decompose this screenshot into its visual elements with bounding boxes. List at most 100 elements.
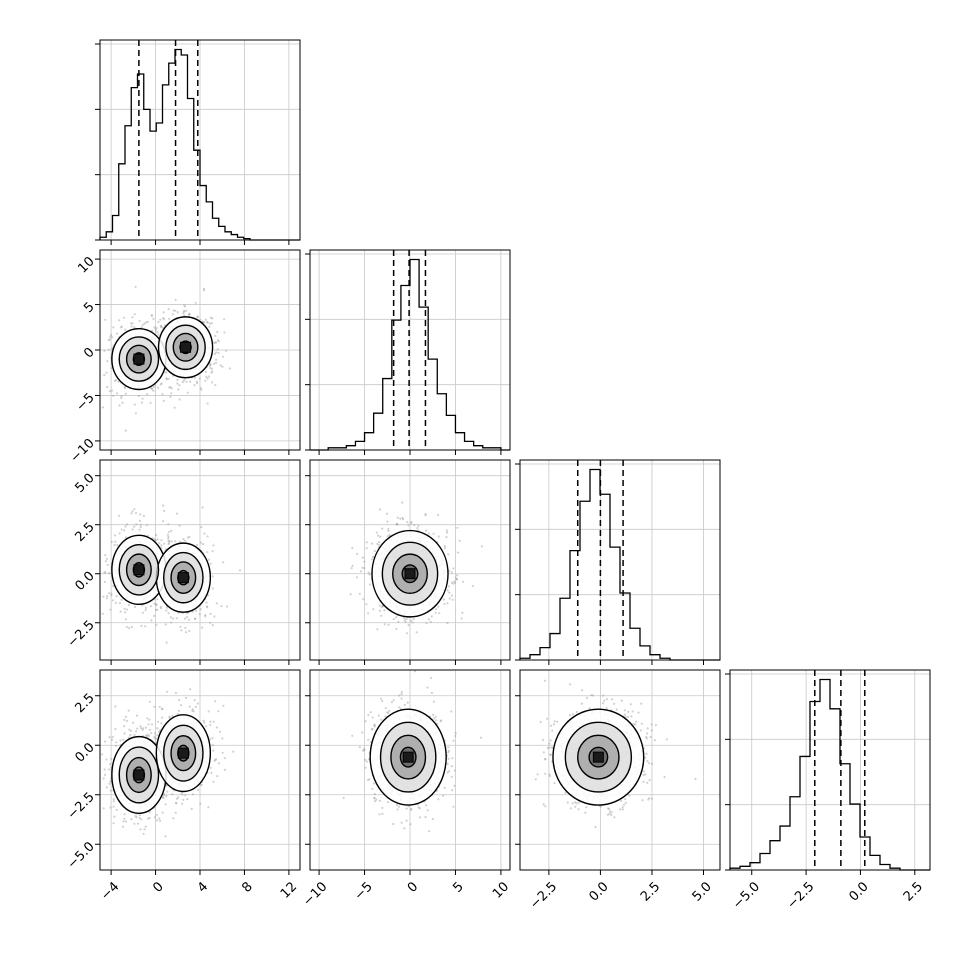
sample-point bbox=[139, 725, 142, 728]
sample-point bbox=[134, 285, 137, 288]
sample-point bbox=[403, 827, 406, 830]
sample-point bbox=[225, 605, 229, 608]
sample-point bbox=[195, 543, 199, 546]
sample-point bbox=[430, 691, 433, 695]
sample-point bbox=[133, 403, 136, 406]
sample-point bbox=[174, 811, 177, 814]
sample-point bbox=[107, 339, 110, 342]
sample-point bbox=[156, 734, 159, 737]
sample-point bbox=[383, 623, 386, 626]
sample-point bbox=[223, 331, 226, 334]
sample-point bbox=[160, 539, 163, 542]
sample-point bbox=[386, 535, 389, 538]
sample-point bbox=[213, 759, 216, 762]
sample-point bbox=[149, 401, 152, 404]
sample-point bbox=[209, 720, 212, 723]
sample-point bbox=[162, 318, 165, 321]
sample-point bbox=[148, 728, 152, 731]
sample-point bbox=[542, 751, 545, 754]
sample-point bbox=[212, 544, 215, 547]
sample-point bbox=[205, 601, 208, 604]
sample-point bbox=[180, 629, 183, 632]
sample-point bbox=[131, 510, 134, 513]
sample-point bbox=[186, 391, 189, 394]
sample-point bbox=[406, 701, 409, 704]
sample-point bbox=[480, 545, 483, 548]
sample-point bbox=[447, 746, 450, 749]
sample-point bbox=[238, 569, 242, 572]
sample-point bbox=[542, 803, 545, 806]
sample-point bbox=[450, 571, 453, 574]
sample-point bbox=[436, 513, 440, 517]
y-tick-label: 10 bbox=[75, 254, 97, 276]
sample-point bbox=[164, 803, 167, 806]
sample-point bbox=[133, 313, 136, 316]
sample-point bbox=[174, 540, 177, 543]
sample-point bbox=[210, 367, 213, 370]
sample-point bbox=[125, 719, 128, 723]
sample-point bbox=[105, 758, 108, 761]
sample-point bbox=[123, 607, 126, 611]
sample-point bbox=[206, 402, 209, 405]
sample-point bbox=[115, 808, 118, 812]
sample-point bbox=[395, 616, 398, 619]
sample-point bbox=[129, 734, 132, 737]
sample-point bbox=[199, 802, 202, 805]
sample-point bbox=[351, 564, 354, 568]
sample-point bbox=[406, 521, 409, 524]
sample-point bbox=[397, 620, 400, 624]
sample-point bbox=[185, 696, 188, 700]
sample-point bbox=[168, 386, 171, 389]
sample-point bbox=[209, 621, 212, 624]
sample-point bbox=[642, 770, 646, 773]
sample-point bbox=[417, 524, 420, 528]
sample-point bbox=[373, 724, 376, 727]
sample-point bbox=[133, 733, 136, 736]
sample-point bbox=[448, 770, 451, 773]
sample-point bbox=[119, 610, 122, 613]
sample-point bbox=[415, 631, 418, 634]
sample-point bbox=[177, 388, 180, 391]
sample-point bbox=[397, 805, 401, 808]
sample-point bbox=[131, 322, 134, 325]
sample-point bbox=[145, 321, 148, 324]
sample-point bbox=[133, 605, 137, 609]
sample-point bbox=[155, 330, 158, 333]
sample-point bbox=[165, 641, 168, 644]
sample-point bbox=[222, 355, 225, 358]
sample-point bbox=[120, 396, 123, 400]
sample-point bbox=[104, 560, 107, 563]
sample-point bbox=[184, 631, 188, 634]
sample-point bbox=[116, 392, 119, 395]
sample-point bbox=[207, 806, 210, 809]
sample-point bbox=[114, 705, 117, 708]
density-peak bbox=[133, 564, 145, 576]
sample-point bbox=[199, 318, 202, 321]
sample-point bbox=[147, 723, 150, 726]
sample-point bbox=[205, 605, 208, 608]
sample-point bbox=[645, 737, 649, 740]
sample-point bbox=[209, 612, 212, 616]
sample-point bbox=[159, 819, 162, 822]
sample-point bbox=[224, 349, 228, 352]
sample-point bbox=[120, 325, 123, 328]
sample-point bbox=[209, 363, 212, 366]
sample-point bbox=[386, 520, 389, 523]
sample-point bbox=[378, 543, 381, 547]
sample-point bbox=[215, 602, 218, 605]
sample-point bbox=[156, 598, 159, 601]
sample-point bbox=[212, 780, 215, 783]
sample-point bbox=[182, 798, 185, 801]
sample-point bbox=[443, 547, 446, 550]
sample-point bbox=[437, 605, 440, 608]
sample-point bbox=[160, 325, 163, 328]
sample-point bbox=[380, 614, 383, 617]
sample-point bbox=[167, 377, 170, 380]
sample-point bbox=[211, 575, 214, 578]
sample-point bbox=[373, 549, 376, 553]
sample-point bbox=[156, 331, 159, 334]
density-peak bbox=[402, 751, 414, 763]
sample-point bbox=[123, 386, 126, 390]
sample-point bbox=[214, 384, 217, 387]
sample-point bbox=[138, 519, 142, 523]
